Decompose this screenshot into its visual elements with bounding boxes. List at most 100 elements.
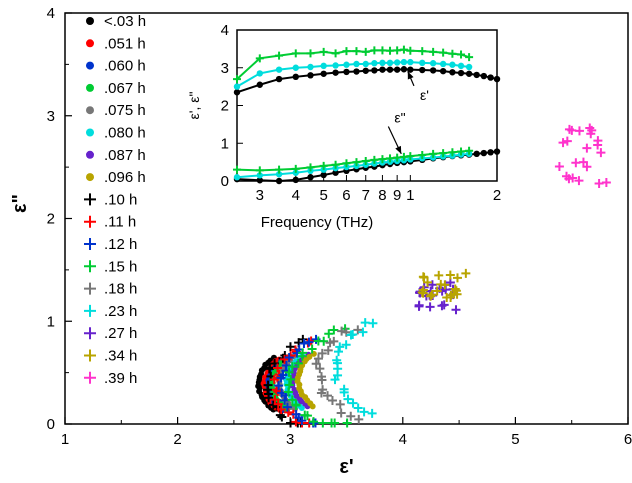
inset-x-tick-label: 7 bbox=[362, 187, 370, 204]
data-point bbox=[283, 387, 293, 397]
data-point bbox=[286, 351, 296, 361]
data-point bbox=[277, 412, 287, 422]
inset-data-point bbox=[353, 68, 360, 75]
inset-data-point bbox=[379, 66, 386, 73]
inset-data-point bbox=[493, 148, 501, 155]
data-point bbox=[353, 325, 363, 335]
data-point bbox=[291, 400, 301, 410]
data-point bbox=[264, 393, 274, 403]
main-x-tick-label: 1 bbox=[61, 431, 69, 448]
inset-x-tick-label: 9 bbox=[393, 187, 401, 204]
data-point bbox=[358, 327, 368, 337]
inset-data-point bbox=[275, 177, 283, 185]
inset-data-point bbox=[292, 64, 299, 71]
legend-marker bbox=[84, 260, 96, 273]
data-point bbox=[450, 284, 460, 294]
inset-data-point bbox=[233, 165, 241, 174]
data-point bbox=[561, 171, 571, 181]
inset-data-point bbox=[457, 147, 466, 156]
data-point bbox=[353, 403, 363, 413]
inset-data-point bbox=[255, 54, 264, 63]
inset-data-point bbox=[306, 49, 315, 58]
data-point bbox=[348, 398, 358, 408]
inset-data-point bbox=[343, 68, 350, 76]
data-point bbox=[571, 158, 581, 168]
data-point bbox=[434, 270, 444, 280]
legend-marker bbox=[86, 150, 94, 159]
legend-label: .051 h bbox=[104, 35, 146, 52]
inset-data-point bbox=[439, 67, 447, 75]
inset-data-point bbox=[371, 67, 378, 74]
inset-data-point bbox=[307, 72, 314, 79]
data-point bbox=[452, 273, 462, 283]
legend-label: .12 h bbox=[104, 236, 137, 253]
legend-marker bbox=[86, 39, 94, 48]
data-point bbox=[343, 394, 353, 404]
data-point bbox=[280, 395, 290, 405]
legend-label: .11 h bbox=[104, 214, 136, 231]
inset-x-tick-label: 2 bbox=[493, 187, 501, 204]
data-point bbox=[335, 399, 345, 409]
main-y-tick-label: 4 bbox=[47, 5, 55, 22]
data-point bbox=[309, 403, 316, 410]
main-x-tick-label: 2 bbox=[173, 431, 181, 448]
data-point bbox=[445, 270, 455, 280]
inset-data-point bbox=[457, 69, 465, 77]
data-point bbox=[354, 414, 364, 424]
inset-data-point bbox=[429, 149, 438, 158]
inset-data-point bbox=[465, 70, 473, 77]
legend-label: .060 h bbox=[104, 58, 146, 75]
data-point bbox=[316, 388, 326, 398]
inset-data-point bbox=[362, 67, 369, 74]
data-point bbox=[284, 367, 294, 377]
data-point bbox=[286, 374, 296, 384]
data-point bbox=[594, 178, 604, 188]
inset-data-point bbox=[487, 74, 494, 81]
inset-data-point bbox=[465, 63, 473, 71]
annotation-label: ε" bbox=[394, 109, 405, 125]
data-point bbox=[427, 290, 437, 300]
data-point bbox=[280, 354, 290, 364]
legend-marker bbox=[84, 193, 96, 206]
inset-data-point bbox=[393, 59, 401, 66]
data-point bbox=[341, 327, 351, 337]
main-y-tick-label: 3 bbox=[47, 108, 55, 125]
inset-data-point bbox=[331, 160, 340, 169]
main-y-tick-label: 2 bbox=[47, 211, 55, 228]
inset-data-point bbox=[256, 172, 263, 179]
legend-label: .18 h bbox=[104, 281, 137, 298]
data-point bbox=[273, 363, 283, 373]
legend-label: .34 h bbox=[104, 348, 137, 365]
inset-data-point bbox=[429, 47, 438, 56]
inset-data-point bbox=[419, 59, 426, 67]
inset-data-point bbox=[342, 159, 351, 168]
data-point bbox=[327, 395, 337, 405]
legend-label: .23 h bbox=[104, 303, 137, 320]
data-point bbox=[419, 272, 429, 282]
inset-series-2 bbox=[233, 45, 474, 84]
inset-data-point bbox=[457, 62, 465, 70]
main-x-tick-label: 4 bbox=[399, 431, 407, 448]
inset-data-point bbox=[473, 71, 480, 79]
inset-data-point bbox=[429, 60, 437, 67]
inset-series-line bbox=[236, 61, 470, 88]
inset-data-point bbox=[419, 66, 426, 74]
data-point bbox=[284, 352, 294, 362]
legend-marker bbox=[84, 215, 96, 228]
inset-data-point bbox=[352, 47, 361, 56]
data-point bbox=[333, 347, 343, 357]
legend-marker bbox=[86, 17, 94, 25]
data-point bbox=[270, 395, 280, 405]
inset-data-point bbox=[473, 150, 480, 158]
main-y-tick-label: 0 bbox=[47, 416, 55, 433]
legend-label: .15 h bbox=[104, 258, 137, 275]
legend: <.03 h .051 h .060 h .067 h .075 h .080 h .087… bbox=[84, 13, 146, 387]
data-point bbox=[276, 373, 286, 383]
data-point bbox=[582, 143, 592, 153]
inset-data-point bbox=[320, 62, 327, 70]
inset-data-point bbox=[407, 66, 414, 73]
inset-data-point bbox=[386, 46, 395, 55]
